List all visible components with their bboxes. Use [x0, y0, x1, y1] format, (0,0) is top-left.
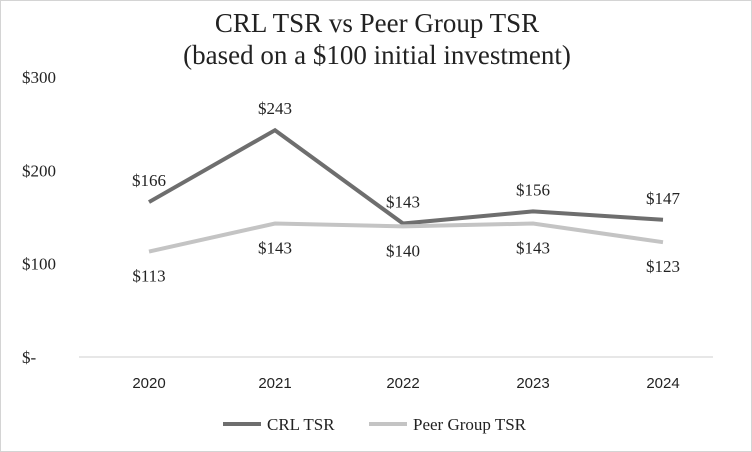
legend-label-crl: CRL TSR	[267, 415, 335, 434]
y-axis-ticks: $- $100 $200 $300	[22, 68, 56, 367]
x-tick-label: 2021	[258, 375, 291, 392]
peer-data-label: $143	[516, 239, 550, 258]
crl-data-label: $243	[258, 99, 292, 118]
chart-title-line: CRL TSR vs Peer Group TSR	[214, 8, 540, 38]
x-tick-label: 2023	[516, 375, 549, 392]
chart-title: CRL TSR vs Peer Group TSR (based on a $1…	[1, 7, 752, 71]
crl-data-label: $143	[386, 193, 420, 212]
chart-subtitle-line: (based on a $100 initial investment)	[183, 40, 571, 70]
peer-data-label: $113	[132, 267, 165, 286]
legend: CRL TSR Peer Group TSR	[223, 415, 527, 434]
peer-data-label: $140	[386, 241, 420, 260]
legend-label-peer: Peer Group TSR	[413, 415, 527, 434]
y-tick-label: $300	[22, 68, 56, 87]
x-tick-label: 2022	[386, 375, 419, 392]
y-tick-label: $100	[22, 255, 56, 274]
x-tick-label: 2024	[646, 375, 679, 392]
peer-data-label: $143	[258, 239, 292, 258]
data-labels: $166 $243 $143 $156 $147 $113 $143 $140 $143 $123	[132, 99, 681, 285]
x-tick-label: 2020	[132, 375, 165, 392]
crl-data-label: $156	[516, 180, 550, 199]
peer-group-tsr-line	[148, 221, 664, 254]
crl-data-label: $166	[132, 171, 166, 190]
series-lines	[148, 127, 664, 254]
crl-data-label: $147	[646, 189, 681, 208]
y-tick-label: $-	[22, 348, 37, 367]
crl-tsr-line	[148, 127, 664, 226]
peer-data-label: $123	[646, 257, 680, 276]
y-tick-label: $200	[22, 161, 56, 180]
x-axis-ticks: 2020 2021 2022 2023 2024	[132, 375, 679, 392]
